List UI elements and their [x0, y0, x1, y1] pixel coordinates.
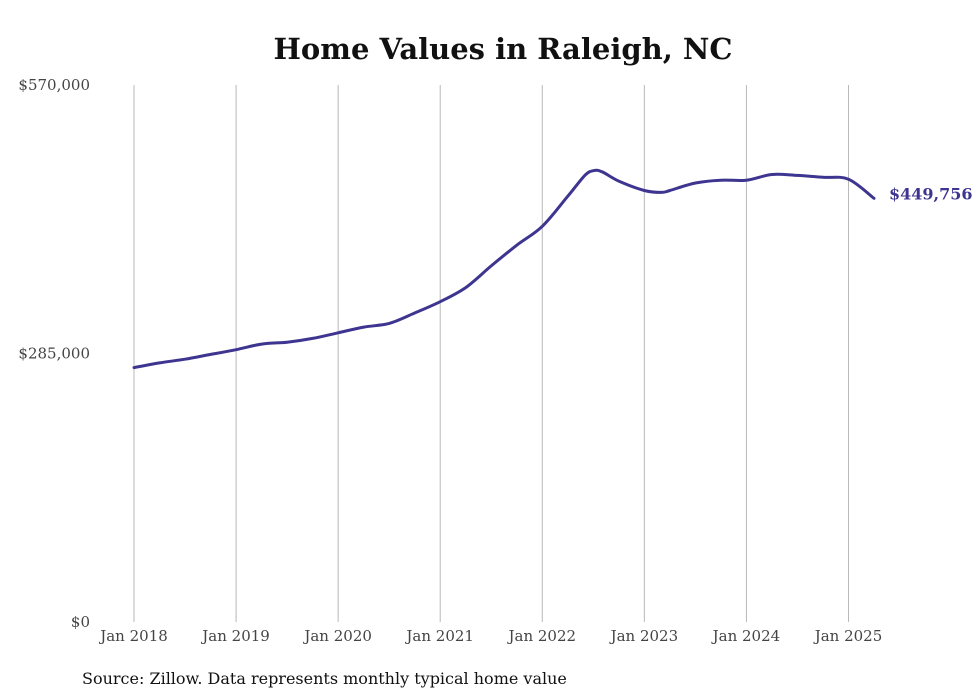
- x-tick-label: Jan 2023: [609, 627, 679, 645]
- x-axis-ticks: Jan 2018 Jan 2019 Jan 2020 Jan 2021 Jan 2022…: [98, 627, 882, 645]
- y-tick-label: $0: [71, 613, 90, 631]
- y-axis-ticks: $0 $285,000 $570,000: [18, 76, 90, 631]
- source-note: Source: Zillow. Data represents monthly …: [82, 669, 567, 688]
- x-tick-label: Jan 2019: [200, 627, 270, 645]
- x-tick-label: Jan 2024: [711, 627, 781, 645]
- x-tick-label: Jan 2020: [302, 627, 372, 645]
- x-tick-label: Jan 2025: [813, 627, 883, 645]
- x-tick-label: Jan 2021: [404, 627, 474, 645]
- home-value-line: [132, 168, 876, 370]
- gridlines: [133, 85, 849, 622]
- chart-title: Home Values in Raleigh, NC: [274, 32, 733, 66]
- x-tick-label: Jan 2022: [506, 627, 576, 645]
- y-tick-label: $570,000: [18, 76, 90, 94]
- x-tick-label: Jan 2018: [98, 627, 168, 645]
- y-tick-label: $285,000: [18, 345, 90, 363]
- end-value-label: $449,756: [889, 184, 973, 203]
